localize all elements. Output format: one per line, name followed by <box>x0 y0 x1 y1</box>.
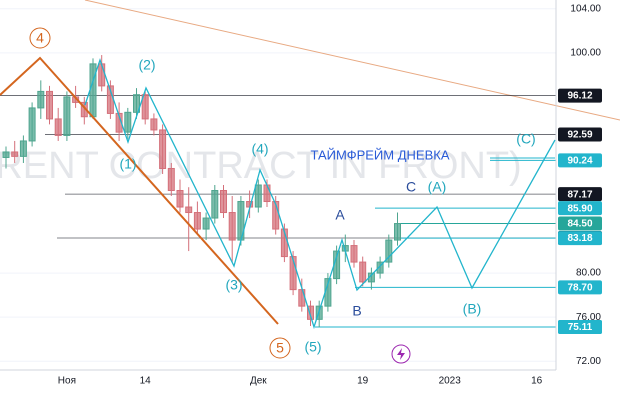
candle-body <box>350 245 358 263</box>
annotation: 4 <box>36 30 44 46</box>
title-annotation: ТАЙМФРЕЙМ ДНЕВКА <box>311 147 450 162</box>
price-label: 90.24 <box>567 155 592 166</box>
price-label: 96.12 <box>567 91 592 102</box>
y-tick-label: 104.00 <box>570 3 601 14</box>
candle-body <box>394 223 401 241</box>
candle-body <box>2 151 10 158</box>
price-label: 85.90 <box>567 203 592 214</box>
annotation: (1) <box>119 156 136 172</box>
x-tick-label: Ноя <box>58 376 76 387</box>
annotation: (4) <box>251 141 268 157</box>
annotation: (C) <box>516 131 535 147</box>
x-tick-label: 2023 <box>439 376 462 387</box>
candle-body <box>376 261 384 274</box>
wave-zigzag <box>84 57 556 330</box>
watermark: BRENT CONTRACT IN FRONT) <box>0 145 522 187</box>
price-label: 87.17 <box>567 189 592 200</box>
y-tick-label: 80.00 <box>576 268 601 279</box>
candle-body <box>37 90 45 109</box>
candle-body <box>159 129 167 169</box>
annotation: (3) <box>225 277 242 293</box>
candle-body <box>54 118 62 136</box>
x-tick-label: 14 <box>140 376 152 387</box>
candle-body <box>307 305 314 320</box>
x-tick-label: Дек <box>250 376 267 387</box>
candle-body <box>141 94 149 120</box>
candle-body <box>11 151 19 157</box>
grid <box>0 8 556 362</box>
x-tick-label: 16 <box>531 376 543 387</box>
candle-body <box>254 184 262 208</box>
y-tick-label: 76.00 <box>576 312 601 323</box>
price-label-box <box>558 187 602 202</box>
candle-body <box>28 107 36 142</box>
wave-circle <box>29 27 51 49</box>
price-label: 92.59 <box>567 130 592 141</box>
candle-body <box>133 94 140 113</box>
x-tick-label: 19 <box>357 376 369 387</box>
candle-body <box>359 261 367 283</box>
candle-body <box>124 111 132 133</box>
price-label-box <box>558 153 602 168</box>
wave-circle <box>269 337 291 359</box>
candle-body <box>46 90 53 120</box>
candle-body <box>19 140 27 157</box>
wave-line <box>0 56 279 325</box>
candle-body <box>298 289 306 307</box>
candle-body <box>211 190 219 219</box>
price-label: 83.18 <box>567 233 592 244</box>
axis-labels: 72.00 76.00 80.00 100.00 104.00 Ноя 14 Дек 19 202… <box>58 3 602 387</box>
candle-body <box>167 167 175 192</box>
price-label-box <box>558 280 602 295</box>
y-tick-label: 100.00 <box>570 47 601 58</box>
price-label: 75.11 <box>568 322 593 333</box>
candle-body <box>193 212 201 230</box>
price-lines <box>0 95 556 328</box>
annotation: (A) <box>428 179 447 195</box>
annotation: C <box>406 179 416 195</box>
price-label-box <box>558 319 602 334</box>
candle-body <box>385 239 393 263</box>
candle-body <box>263 184 271 203</box>
price-label-box <box>558 216 602 231</box>
annotation: (2) <box>138 57 155 73</box>
candle-body <box>150 118 158 131</box>
price-label: 84.50 <box>567 219 592 230</box>
candle-body <box>228 212 236 241</box>
event-icon-bolt <box>397 348 405 360</box>
price-label-box <box>558 231 602 246</box>
annotation: (B) <box>463 301 482 317</box>
candle-body <box>98 63 106 87</box>
candle-body <box>289 256 297 291</box>
price-label: 78.70 <box>567 283 592 294</box>
price-label-box <box>558 88 602 103</box>
price-label-box <box>558 201 602 216</box>
price-label-box <box>558 127 602 142</box>
candle-body <box>220 190 227 214</box>
trend-line <box>84 0 620 121</box>
candle-body <box>202 217 210 230</box>
annotation: A <box>335 207 345 223</box>
y-tick-label: 72.00 <box>576 356 601 367</box>
candle-body <box>185 206 193 214</box>
annotation: B <box>352 303 361 319</box>
candle-body <box>89 63 97 118</box>
candle-body <box>63 96 71 136</box>
candle-body <box>176 190 184 208</box>
annotation: (5) <box>304 339 321 355</box>
annotation: 5 <box>276 340 284 356</box>
